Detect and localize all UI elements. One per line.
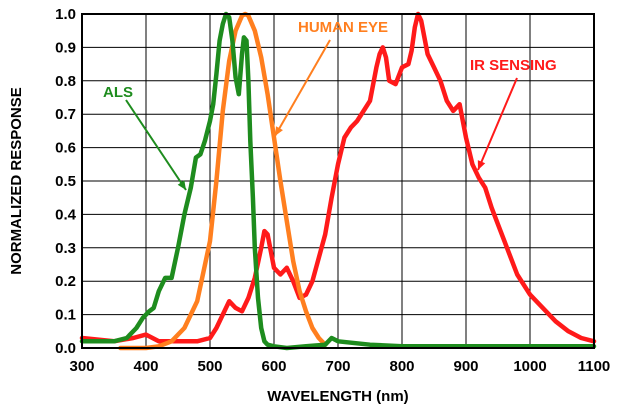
y-tick-label: 0.2 <box>55 273 76 290</box>
als-arrowhead <box>177 180 186 190</box>
als-pointer <box>125 99 187 191</box>
human-eye-pointer <box>274 39 331 137</box>
human-eye-arrowhead <box>275 126 283 136</box>
y-axis-title: NORMALIZED RESPONSE <box>8 87 25 275</box>
human-eye-label: HUMAN EYE <box>298 19 388 36</box>
ir-sensing-pointer <box>477 77 518 171</box>
x-tick-label: 700 <box>325 358 350 375</box>
x-tick-label: 300 <box>69 358 94 375</box>
x-tick-label: 1100 <box>578 358 611 375</box>
y-tick-label: 0.9 <box>55 39 76 56</box>
als-curve <box>79 11 597 351</box>
x-tick-label: 800 <box>389 358 414 375</box>
x-tick-label: 600 <box>261 358 286 375</box>
tick-labels: 300 400 500 600 700 800 900 1000 1100 0.0 0.1 0.2 0.… <box>55 6 610 375</box>
y-tick-label: 0.3 <box>55 240 76 257</box>
x-tick-label: 500 <box>197 358 222 375</box>
x-tick-label: 900 <box>453 358 478 375</box>
y-tick-label: 0.4 <box>55 206 77 223</box>
x-tick-label: 400 <box>133 358 158 375</box>
als-label: ALS <box>103 84 133 101</box>
y-tick-label: 0.6 <box>55 140 76 157</box>
y-tick-label: 0.5 <box>55 173 76 190</box>
y-tick-label: 0.8 <box>55 73 76 90</box>
ir-sensing-label: IR SENSING <box>470 57 557 74</box>
ir-sensing-arrowhead <box>477 160 486 170</box>
ir-sensing-curve <box>79 11 597 344</box>
plot-frame <box>81 13 595 349</box>
y-tick-label: 0.1 <box>55 307 76 324</box>
series-labels: ALS HUMAN EYE IR SENSING <box>103 19 557 191</box>
y-tick-label: 0.7 <box>55 106 76 123</box>
x-tick-label: 1000 <box>513 358 546 375</box>
y-tick-label: 0.0 <box>55 340 76 357</box>
y-tick-label: 1.0 <box>55 6 76 23</box>
x-axis-title: WAVELENGTH (nm) <box>267 388 408 405</box>
